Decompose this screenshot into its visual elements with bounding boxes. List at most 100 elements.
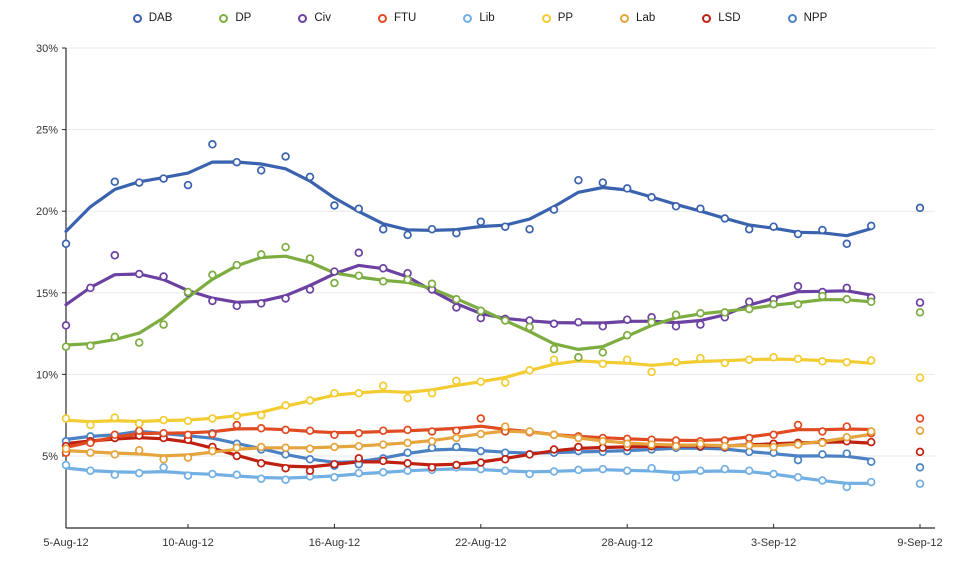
data-point-civ bbox=[598, 322, 608, 331]
x-axis-label: 10-Aug-12 bbox=[162, 537, 213, 549]
data-point-dab bbox=[744, 224, 754, 234]
data-point-dab bbox=[622, 184, 632, 193]
data-point-lib bbox=[720, 464, 730, 474]
legend-label: DP bbox=[235, 12, 252, 24]
legend-label: Civ bbox=[314, 12, 331, 24]
data-point-dp bbox=[208, 270, 217, 280]
data-point-civ bbox=[574, 317, 583, 327]
data-point-lab bbox=[232, 443, 242, 453]
data-point-lib bbox=[61, 460, 71, 470]
data-point-dp bbox=[915, 308, 925, 317]
data-point-pp bbox=[866, 356, 876, 365]
legend-marker-icon bbox=[620, 13, 630, 23]
data-point-dab bbox=[525, 224, 534, 234]
legend-label: Lab bbox=[636, 12, 656, 24]
data-point-dp bbox=[452, 295, 461, 304]
legend-label: Lib bbox=[479, 12, 495, 24]
data-point-lab bbox=[769, 442, 778, 452]
data-point-lsd bbox=[378, 456, 388, 466]
data-point-pp bbox=[256, 410, 266, 420]
data-point-ftu bbox=[256, 424, 266, 433]
data-point-lsd bbox=[866, 437, 876, 447]
trend-line-npp bbox=[64, 429, 873, 464]
data-point-pp bbox=[793, 354, 803, 364]
data-point-dp bbox=[330, 278, 339, 288]
data-point-dp bbox=[866, 297, 876, 307]
data-point-pp bbox=[61, 414, 71, 423]
data-point-ftu bbox=[378, 426, 388, 435]
data-point-dp bbox=[842, 295, 852, 304]
data-point-dp bbox=[354, 271, 364, 280]
data-point-civ bbox=[232, 301, 242, 311]
data-point-dab bbox=[281, 152, 290, 161]
legend-marker-icon bbox=[132, 13, 142, 23]
data-point-dp bbox=[549, 344, 559, 354]
data-point-dp bbox=[769, 299, 778, 309]
data-point-lib bbox=[647, 463, 656, 473]
data-point-npp bbox=[866, 457, 876, 466]
data-point-pp bbox=[159, 415, 168, 425]
data-point-lab bbox=[720, 441, 730, 451]
data-point-dp bbox=[110, 332, 120, 342]
data-point-lab bbox=[256, 442, 266, 452]
data-point-ftu bbox=[134, 426, 144, 435]
data-point-dab bbox=[305, 172, 315, 182]
data-point-dab bbox=[915, 203, 925, 213]
data-point-pp bbox=[500, 378, 510, 387]
data-point-dab bbox=[549, 205, 559, 214]
data-point-civ bbox=[354, 248, 364, 258]
data-point-lab bbox=[452, 433, 461, 443]
data-point-lsd bbox=[305, 466, 315, 475]
data-point-civ bbox=[330, 267, 339, 276]
data-point-dab bbox=[330, 201, 339, 210]
trend-line-dp bbox=[64, 254, 873, 351]
data-point-ftu bbox=[232, 420, 242, 430]
data-point-lib bbox=[256, 474, 266, 484]
legend-marker-icon bbox=[377, 13, 387, 23]
data-point-dab bbox=[61, 239, 71, 249]
data-point-lab bbox=[61, 444, 71, 453]
data-point-lib bbox=[866, 477, 876, 487]
data-point-dp bbox=[427, 279, 437, 289]
data-point-lib bbox=[281, 475, 290, 484]
data-point-lab bbox=[598, 437, 608, 446]
data-point-pp bbox=[720, 358, 730, 368]
data-point-civ bbox=[696, 320, 705, 329]
data-point-pp bbox=[769, 353, 778, 362]
data-point-dab bbox=[110, 177, 120, 187]
data-point-lsd bbox=[915, 447, 925, 457]
data-point-civ bbox=[208, 296, 217, 306]
data-point-pp bbox=[476, 377, 486, 386]
data-point-lib bbox=[86, 466, 95, 475]
trend-line-pp bbox=[64, 357, 873, 424]
data-point-lib bbox=[110, 470, 120, 480]
data-point-lsd bbox=[403, 459, 412, 468]
data-point-lib bbox=[354, 468, 364, 478]
data-point-npp bbox=[305, 455, 315, 464]
legend-item-pp: PP bbox=[541, 12, 573, 24]
data-point-lib bbox=[183, 471, 193, 480]
data-point-pp bbox=[842, 357, 852, 367]
data-point-pp bbox=[818, 357, 827, 366]
data-point-lib bbox=[330, 472, 339, 482]
data-point-ftu bbox=[305, 426, 315, 435]
data-point-pp bbox=[354, 388, 364, 398]
data-point-dp bbox=[671, 310, 681, 320]
data-point-civ bbox=[549, 319, 559, 329]
legend-label: NPP bbox=[803, 12, 828, 24]
data-point-lab bbox=[671, 441, 681, 451]
data-point-pp bbox=[378, 381, 388, 391]
data-point-dab bbox=[671, 202, 681, 211]
data-point-dab bbox=[256, 166, 266, 175]
data-point-lab bbox=[427, 437, 437, 446]
data-point-ftu bbox=[915, 414, 925, 423]
data-point-lib bbox=[818, 476, 827, 485]
data-point-ftu bbox=[427, 427, 437, 436]
data-point-lib bbox=[208, 469, 217, 479]
data-point-civ bbox=[476, 313, 486, 323]
data-point-ftu bbox=[403, 425, 412, 435]
data-point-lab bbox=[500, 422, 510, 431]
data-point-dp bbox=[574, 353, 583, 362]
data-point-lib bbox=[549, 467, 559, 476]
